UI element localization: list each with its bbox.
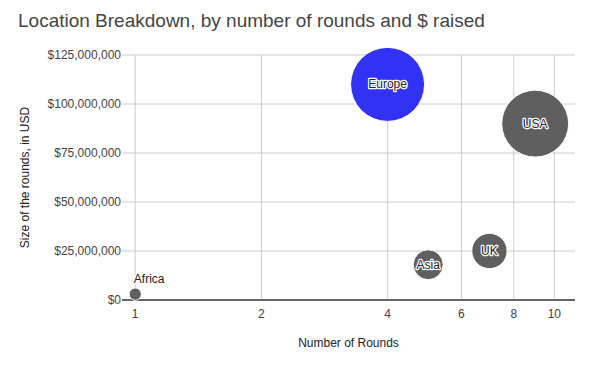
y-tick-label: $50,000,000 [54, 195, 121, 209]
y-tick-label: $0 [108, 293, 122, 307]
x-grid-line [554, 55, 555, 300]
y-tick-label: $75,000,000 [54, 146, 121, 160]
x-tick-label: 8 [510, 307, 517, 321]
x-tick-label: 6 [458, 307, 465, 321]
y-grid-line [122, 104, 575, 105]
y-tick-label: $25,000,000 [54, 244, 121, 258]
y-grid-line [122, 202, 575, 203]
y-tick-label: $125,000,000 [48, 48, 122, 62]
y-grid-line [122, 153, 575, 154]
bubble [472, 233, 507, 268]
bubble [351, 47, 425, 121]
y-grid-line [122, 300, 575, 301]
bubble [129, 288, 141, 300]
x-tick-label: 2 [258, 307, 265, 321]
bubble-label: USA [523, 117, 548, 131]
bubble-label: Asia [417, 258, 441, 272]
bubble-label: UK [481, 244, 498, 258]
x-grid-line [513, 55, 514, 300]
y-grid-line [122, 55, 575, 56]
chart-title: Location Breakdown, by number of rounds … [18, 10, 485, 31]
x-grid-line [261, 55, 262, 300]
x-grid-line [461, 55, 462, 300]
y-tick-label: $100,000,000 [48, 97, 122, 111]
bubble-label: Europe [368, 77, 407, 91]
x-tick-label: 10 [548, 307, 562, 321]
x-grid-line [135, 55, 136, 300]
chart: Location Breakdown, by number of rounds … [0, 0, 599, 365]
bubble-label: Africa [134, 272, 165, 286]
x-axis-line [122, 300, 575, 301]
x-tick-label: 4 [384, 307, 391, 321]
y-axis-label: Size of the rounds, in USD [18, 106, 32, 248]
x-tick-label: 1 [132, 307, 139, 321]
bubbles [129, 47, 569, 300]
grid [122, 55, 575, 300]
bubble [502, 90, 569, 157]
bubble [413, 250, 443, 280]
bubble-labels: Africa Europe Asia UK USA [134, 77, 548, 286]
x-axis-label: Number of Rounds [298, 336, 399, 350]
